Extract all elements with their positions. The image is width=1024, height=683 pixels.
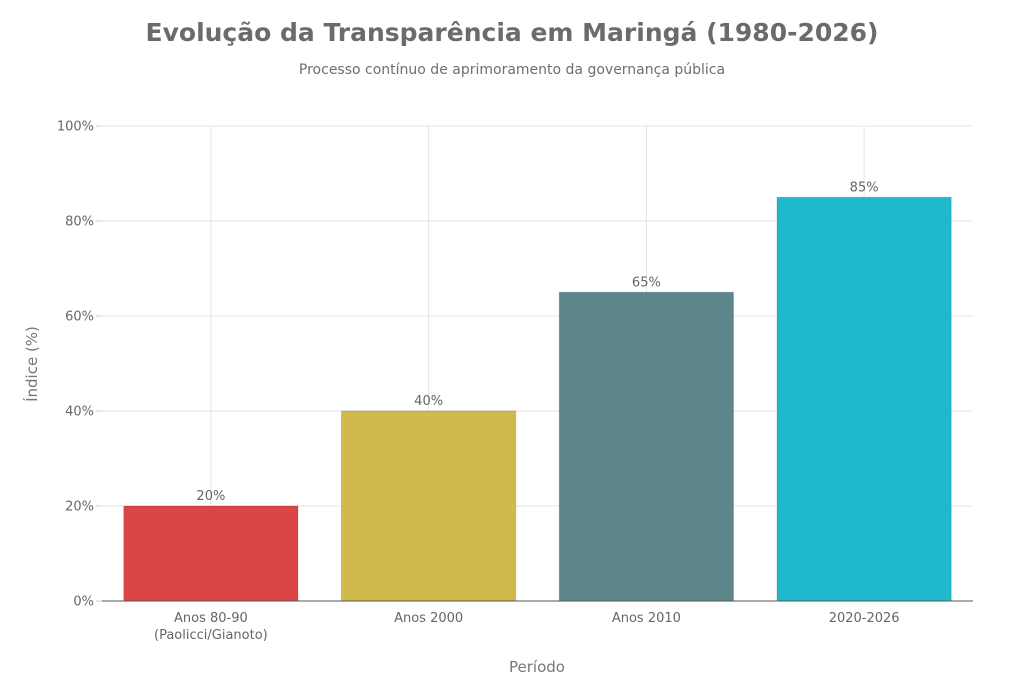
y-tick-label: 0% [73, 595, 94, 610]
chart-subtitle: Processo contínuo de aprimoramento da go… [298, 62, 726, 78]
bars: 20% 40% 65% 85% [123, 180, 952, 602]
y-tick-label: 20% [65, 500, 94, 515]
y-axis-title: Índice (%) [22, 326, 41, 402]
axes: 0% 20% 40% 60% 80% 100% Anos 80-90 (Paolicci/Gi… [57, 120, 973, 643]
x-tick-label: 2020-2026 [829, 611, 900, 626]
bar [341, 410, 517, 602]
y-tick-label: 40% [65, 405, 94, 420]
bar [123, 505, 299, 602]
bar [776, 196, 952, 602]
y-tick-label: 100% [57, 120, 94, 135]
x-axis-title: Período [509, 658, 565, 676]
bar [558, 291, 734, 602]
y-tick-label: 80% [65, 215, 94, 230]
data-label: 65% [632, 275, 661, 290]
x-tick-label: Anos 2010 [612, 611, 681, 626]
data-label: 20% [196, 489, 225, 504]
x-tick-label: Anos 2000 [394, 611, 463, 626]
data-label: 40% [414, 394, 443, 409]
y-tick-label: 60% [65, 310, 94, 325]
x-tick-label: Anos 80-90 (Paolicci/Gianoto) [154, 611, 268, 643]
data-label: 85% [850, 180, 879, 195]
chart-title: Evolução da Transparência em Maringá (19… [145, 18, 879, 47]
